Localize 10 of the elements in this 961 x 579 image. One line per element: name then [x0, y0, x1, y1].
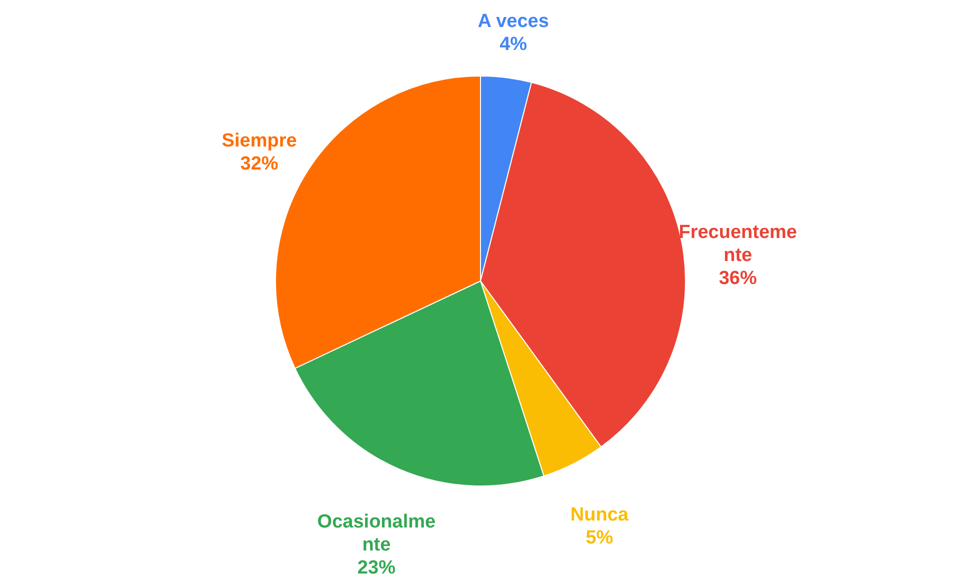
- slice-label: Siempre: [222, 130, 297, 152]
- data-label: 36%: [718, 268, 757, 289]
- data-label: 5%: [586, 527, 614, 548]
- data-label: 32%: [240, 154, 278, 175]
- slice-label: A veces: [478, 11, 549, 32]
- slice-label: Frecuentemente: [678, 222, 797, 266]
- slice-label: Ocasionalmente: [317, 511, 436, 556]
- data-label: 23%: [357, 557, 396, 578]
- data-label: 4%: [500, 34, 528, 56]
- slice-label: Nunca: [570, 504, 629, 526]
